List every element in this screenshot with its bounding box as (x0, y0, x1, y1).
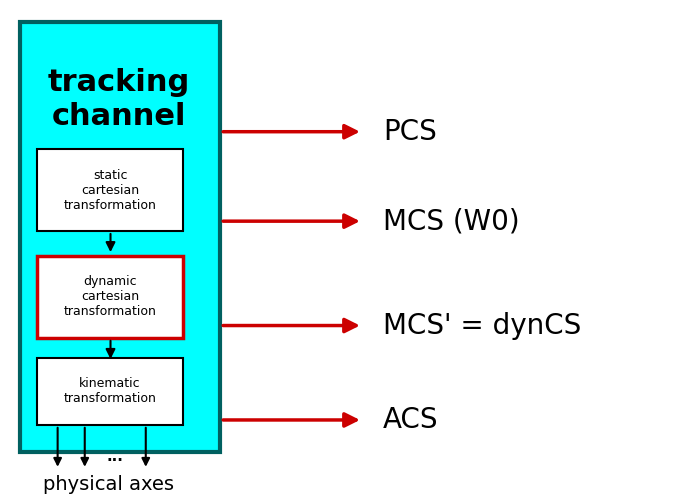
Bar (20, 22, 220, 452)
Text: ...: ... (107, 449, 123, 464)
Text: static
cartesian
transformation: static cartesian transformation (64, 168, 157, 212)
Text: tracking
channel: tracking channel (47, 68, 190, 131)
Text: PCS: PCS (383, 118, 437, 146)
Text: physical axes: physical axes (43, 475, 174, 494)
Text: MCS (W0): MCS (W0) (383, 207, 520, 235)
Bar (37, 256, 183, 338)
Bar (37, 149, 183, 231)
Text: MCS' = dynCS: MCS' = dynCS (383, 312, 581, 339)
Bar (37, 358, 183, 425)
Text: kinematic
transformation: kinematic transformation (64, 377, 157, 406)
Text: ACS: ACS (383, 406, 439, 434)
Text: dynamic
cartesian
transformation: dynamic cartesian transformation (64, 275, 157, 319)
